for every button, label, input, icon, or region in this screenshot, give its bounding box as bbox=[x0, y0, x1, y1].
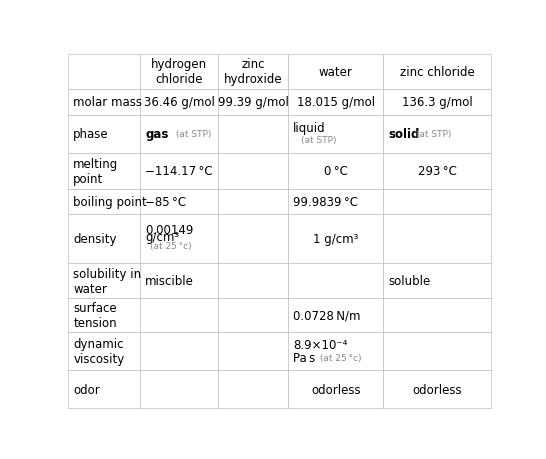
Text: 8.9×10⁻⁴: 8.9×10⁻⁴ bbox=[293, 338, 348, 351]
Bar bbox=[140, 214, 218, 264]
Bar bbox=[140, 332, 218, 370]
Text: −114.17 °C: −114.17 °C bbox=[145, 165, 213, 178]
Text: (at 25 °c): (at 25 °c) bbox=[150, 241, 192, 251]
Text: dynamic
viscosity: dynamic viscosity bbox=[73, 337, 124, 365]
Bar bbox=[383, 264, 491, 298]
Bar bbox=[383, 190, 491, 214]
Bar bbox=[288, 298, 383, 332]
Text: hydrogen
chloride: hydrogen chloride bbox=[151, 58, 207, 86]
Bar bbox=[288, 332, 383, 370]
Bar bbox=[288, 190, 383, 214]
Text: (at 25 °c): (at 25 °c) bbox=[317, 353, 361, 362]
Bar bbox=[68, 90, 140, 115]
Bar bbox=[383, 332, 491, 370]
Text: water: water bbox=[319, 66, 353, 78]
Text: molar mass: molar mass bbox=[73, 96, 143, 109]
Text: (at STP): (at STP) bbox=[173, 130, 211, 139]
Bar bbox=[218, 153, 288, 190]
Bar bbox=[68, 55, 140, 90]
Bar bbox=[288, 370, 383, 409]
Bar bbox=[288, 264, 383, 298]
Bar bbox=[140, 370, 218, 409]
Text: 1 g/cm³: 1 g/cm³ bbox=[313, 233, 359, 246]
Text: soluble: soluble bbox=[389, 274, 431, 287]
Bar bbox=[383, 214, 491, 264]
Bar bbox=[140, 298, 218, 332]
Bar bbox=[383, 115, 491, 153]
Bar bbox=[383, 298, 491, 332]
Text: zinc chloride: zinc chloride bbox=[400, 66, 475, 78]
Bar bbox=[68, 214, 140, 264]
Bar bbox=[218, 370, 288, 409]
Text: density: density bbox=[73, 233, 117, 246]
Bar bbox=[218, 90, 288, 115]
Bar bbox=[68, 153, 140, 190]
Bar bbox=[383, 370, 491, 409]
Bar bbox=[383, 90, 491, 115]
Text: boiling point: boiling point bbox=[73, 196, 147, 208]
Bar bbox=[140, 115, 218, 153]
Text: surface
tension: surface tension bbox=[73, 301, 117, 329]
Text: Pa s: Pa s bbox=[293, 351, 316, 364]
Text: solid: solid bbox=[389, 128, 420, 141]
Text: phase: phase bbox=[73, 128, 109, 141]
Bar bbox=[288, 115, 383, 153]
Bar bbox=[218, 190, 288, 214]
Text: solubility in
water: solubility in water bbox=[73, 267, 141, 295]
Text: 0.00149: 0.00149 bbox=[145, 224, 194, 237]
Text: liquid: liquid bbox=[293, 122, 326, 135]
Bar bbox=[68, 370, 140, 409]
Bar bbox=[140, 153, 218, 190]
Bar bbox=[218, 115, 288, 153]
Text: 293 °C: 293 °C bbox=[418, 165, 457, 178]
Bar bbox=[68, 298, 140, 332]
Text: 0.0728 N/m: 0.0728 N/m bbox=[293, 309, 361, 322]
Text: 18.015 g/mol: 18.015 g/mol bbox=[297, 96, 375, 109]
Text: miscible: miscible bbox=[145, 274, 194, 287]
Text: melting
point: melting point bbox=[73, 157, 118, 185]
Text: (at STP): (at STP) bbox=[301, 136, 336, 145]
Text: 99.9839 °C: 99.9839 °C bbox=[293, 196, 358, 208]
Text: g/cm³: g/cm³ bbox=[145, 231, 180, 244]
Bar bbox=[218, 55, 288, 90]
Bar bbox=[140, 90, 218, 115]
Bar bbox=[383, 153, 491, 190]
Bar bbox=[218, 264, 288, 298]
Text: (at STP): (at STP) bbox=[413, 130, 452, 139]
Bar bbox=[218, 214, 288, 264]
Text: zinc
hydroxide: zinc hydroxide bbox=[224, 58, 283, 86]
Bar bbox=[288, 214, 383, 264]
Text: −85 °C: −85 °C bbox=[145, 196, 186, 208]
Bar bbox=[288, 90, 383, 115]
Bar bbox=[140, 190, 218, 214]
Text: gas: gas bbox=[145, 128, 169, 141]
Bar bbox=[68, 332, 140, 370]
Text: odor: odor bbox=[73, 383, 100, 396]
Bar bbox=[288, 55, 383, 90]
Text: odorless: odorless bbox=[311, 383, 361, 396]
Text: 99.39 g/mol: 99.39 g/mol bbox=[218, 96, 289, 109]
Text: 136.3 g/mol: 136.3 g/mol bbox=[402, 96, 473, 109]
Bar bbox=[218, 332, 288, 370]
Bar bbox=[68, 264, 140, 298]
Bar bbox=[68, 115, 140, 153]
Text: odorless: odorless bbox=[413, 383, 462, 396]
Bar bbox=[140, 55, 218, 90]
Bar bbox=[383, 55, 491, 90]
Text: 36.46 g/mol: 36.46 g/mol bbox=[144, 96, 215, 109]
Bar bbox=[68, 190, 140, 214]
Text: 0 °C: 0 °C bbox=[324, 165, 348, 178]
Bar bbox=[140, 264, 218, 298]
Bar bbox=[288, 153, 383, 190]
Bar bbox=[218, 298, 288, 332]
